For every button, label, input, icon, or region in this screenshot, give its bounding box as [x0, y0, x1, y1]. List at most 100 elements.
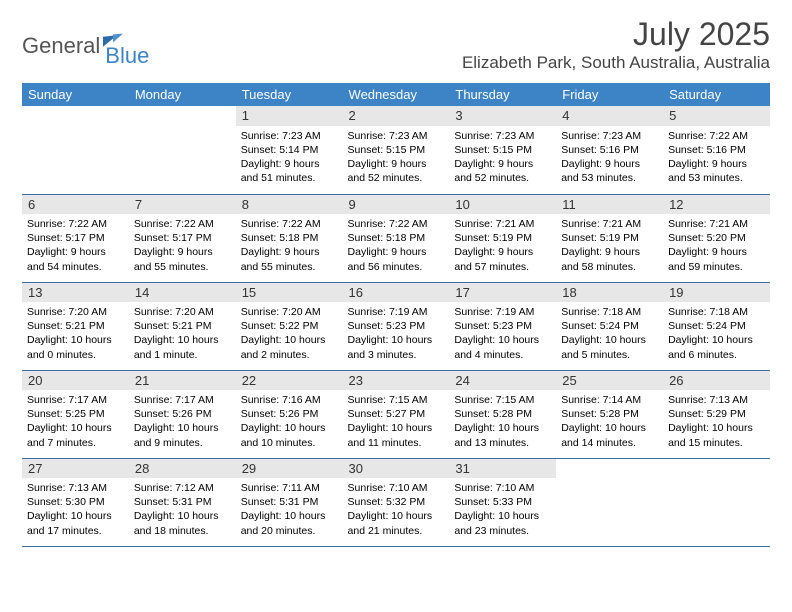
calendar-day-cell: 31Sunrise: 7:10 AMSunset: 5:33 PMDayligh…	[449, 458, 556, 546]
day-number: 26	[663, 371, 770, 391]
day-number: 20	[22, 371, 129, 391]
day-details: Sunrise: 7:19 AMSunset: 5:23 PMDaylight:…	[343, 302, 450, 365]
sunset-text: Sunset: 5:22 PM	[241, 319, 338, 333]
day-details: Sunrise: 7:23 AMSunset: 5:15 PMDaylight:…	[343, 126, 450, 189]
daylight-text: Daylight: 9 hours and 52 minutes.	[454, 157, 551, 185]
day-number: 6	[22, 195, 129, 215]
day-details: Sunrise: 7:22 AMSunset: 5:18 PMDaylight:…	[343, 214, 450, 277]
logo-text-blue: Blue	[105, 43, 149, 69]
sunset-text: Sunset: 5:31 PM	[241, 495, 338, 509]
sunrise-text: Sunrise: 7:18 AM	[561, 305, 658, 319]
calendar-day-cell	[22, 106, 129, 194]
calendar-body: 1Sunrise: 7:23 AMSunset: 5:14 PMDaylight…	[22, 106, 770, 546]
day-details: Sunrise: 7:22 AMSunset: 5:17 PMDaylight:…	[129, 214, 236, 277]
calendar-day-cell: 24Sunrise: 7:15 AMSunset: 5:28 PMDayligh…	[449, 370, 556, 458]
sunrise-text: Sunrise: 7:19 AM	[454, 305, 551, 319]
daylight-text: Daylight: 10 hours and 4 minutes.	[454, 333, 551, 361]
sunset-text: Sunset: 5:18 PM	[348, 231, 445, 245]
daylight-text: Daylight: 9 hours and 56 minutes.	[348, 245, 445, 273]
day-details: Sunrise: 7:15 AMSunset: 5:28 PMDaylight:…	[449, 390, 556, 453]
calendar-day-cell: 8Sunrise: 7:22 AMSunset: 5:18 PMDaylight…	[236, 194, 343, 282]
day-number: 31	[449, 459, 556, 479]
day-number: 3	[449, 106, 556, 126]
calendar-day-cell: 10Sunrise: 7:21 AMSunset: 5:19 PMDayligh…	[449, 194, 556, 282]
day-number: 27	[22, 459, 129, 479]
daylight-text: Daylight: 9 hours and 58 minutes.	[561, 245, 658, 273]
calendar-day-cell: 18 Sunrise: 7:18 AMSunset: 5:24 PMDayligh…	[556, 282, 663, 370]
day-details: Sunrise: 7:22 AMSunset: 5:18 PMDaylight:…	[236, 214, 343, 277]
day-details: Sunrise: 7:23 AMSunset: 5:16 PMDaylight:…	[556, 126, 663, 189]
calendar-week-row: 27Sunrise: 7:13 AMSunset: 5:30 PMDayligh…	[22, 458, 770, 546]
sunrise-text: Sunrise: 7:19 AM	[348, 305, 445, 319]
daylight-text: Daylight: 10 hours and 9 minutes.	[134, 421, 231, 449]
daylight-text: Daylight: 10 hours and 20 minutes.	[241, 509, 338, 537]
daylight-text: Daylight: 10 hours and 5 minutes.	[561, 333, 658, 361]
day-number: 15	[236, 283, 343, 303]
day-number: 29	[236, 459, 343, 479]
day-number: 7	[129, 195, 236, 215]
calendar-day-cell: 11Sunrise: 7:21 AMSunset: 5:19 PMDayligh…	[556, 194, 663, 282]
day-number: 14	[129, 283, 236, 303]
sunrise-text: Sunrise: 7:11 AM	[241, 481, 338, 495]
day-number: 5	[663, 106, 770, 126]
sunset-text: Sunset: 5:24 PM	[561, 319, 658, 333]
daylight-text: Daylight: 10 hours and 13 minutes.	[454, 421, 551, 449]
calendar-day-cell: 2Sunrise: 7:23 AMSunset: 5:15 PMDaylight…	[343, 106, 450, 194]
calendar-day-cell: 12Sunrise: 7:21 AMSunset: 5:20 PMDayligh…	[663, 194, 770, 282]
weekday-header: Wednesday	[343, 83, 450, 106]
day-details: Sunrise: 7:13 AMSunset: 5:30 PMDaylight:…	[22, 478, 129, 541]
calendar-day-cell: 1Sunrise: 7:23 AMSunset: 5:14 PMDaylight…	[236, 106, 343, 194]
sunset-text: Sunset: 5:29 PM	[668, 407, 765, 421]
weekday-header: Sunday	[22, 83, 129, 106]
calendar-day-cell: 14Sunrise: 7:20 AMSunset: 5:21 PMDayligh…	[129, 282, 236, 370]
calendar-day-cell: 15Sunrise: 7:20 AMSunset: 5:22 PMDayligh…	[236, 282, 343, 370]
calendar-day-cell: 28Sunrise: 7:12 AMSunset: 5:31 PMDayligh…	[129, 458, 236, 546]
day-details: Sunrise: 7:22 AMSunset: 5:16 PMDaylight:…	[663, 126, 770, 189]
day-number: 22	[236, 371, 343, 391]
sunset-text: Sunset: 5:15 PM	[348, 143, 445, 157]
day-number: 16	[343, 283, 450, 303]
day-number: 13	[22, 283, 129, 303]
day-details: Sunrise: 7:10 AMSunset: 5:32 PMDaylight:…	[343, 478, 450, 541]
daylight-text: Daylight: 10 hours and 21 minutes.	[348, 509, 445, 537]
sunset-text: Sunset: 5:32 PM	[348, 495, 445, 509]
day-details: Sunrise: 7:21 AMSunset: 5:19 PMDaylight:…	[556, 214, 663, 277]
daylight-text: Daylight: 10 hours and 2 minutes.	[241, 333, 338, 361]
sunrise-text: Sunrise: 7:20 AM	[241, 305, 338, 319]
day-number: 25	[556, 371, 663, 391]
day-details: Sunrise: 7:21 AMSunset: 5:19 PMDaylight:…	[449, 214, 556, 277]
day-number: 2	[343, 106, 450, 126]
calendar-day-cell: 27Sunrise: 7:13 AMSunset: 5:30 PMDayligh…	[22, 458, 129, 546]
sunset-text: Sunset: 5:26 PM	[241, 407, 338, 421]
sunrise-text: Sunrise: 7:20 AM	[134, 305, 231, 319]
calendar-day-cell: 21Sunrise: 7:17 AMSunset: 5:26 PMDayligh…	[129, 370, 236, 458]
daylight-text: Daylight: 10 hours and 11 minutes.	[348, 421, 445, 449]
day-details: Sunrise: 7:12 AMSunset: 5:31 PMDaylight:…	[129, 478, 236, 541]
daylight-text: Daylight: 9 hours and 57 minutes.	[454, 245, 551, 273]
day-details: Sunrise: 7:20 AMSunset: 5:22 PMDaylight:…	[236, 302, 343, 365]
day-details: Sunrise: 7:13 AMSunset: 5:29 PMDaylight:…	[663, 390, 770, 453]
calendar-day-cell	[663, 458, 770, 546]
sunset-text: Sunset: 5:28 PM	[454, 407, 551, 421]
sunrise-text: Sunrise: 7:12 AM	[134, 481, 231, 495]
sunrise-text: Sunrise: 7:22 AM	[241, 217, 338, 231]
calendar-table: Sunday Monday Tuesday Wednesday Thursday…	[22, 83, 770, 547]
sunset-text: Sunset: 5:19 PM	[454, 231, 551, 245]
weekday-header: Tuesday	[236, 83, 343, 106]
calendar-day-cell: 17Sunrise: 7:19 AMSunset: 5:23 PMDayligh…	[449, 282, 556, 370]
calendar-week-row: 13Sunrise: 7:20 AMSunset: 5:21 PMDayligh…	[22, 282, 770, 370]
day-number: 28	[129, 459, 236, 479]
sunset-text: Sunset: 5:28 PM	[561, 407, 658, 421]
day-details: Sunrise: 7:22 AMSunset: 5:17 PMDaylight:…	[22, 214, 129, 277]
sunrise-text: Sunrise: 7:22 AM	[668, 129, 765, 143]
sunrise-text: Sunrise: 7:17 AM	[134, 393, 231, 407]
daylight-text: Daylight: 10 hours and 15 minutes.	[668, 421, 765, 449]
daylight-text: Daylight: 10 hours and 23 minutes.	[454, 509, 551, 537]
sunset-text: Sunset: 5:17 PM	[134, 231, 231, 245]
calendar-week-row: 1Sunrise: 7:23 AMSunset: 5:14 PMDaylight…	[22, 106, 770, 194]
daylight-text: Daylight: 10 hours and 18 minutes.	[134, 509, 231, 537]
sunset-text: Sunset: 5:19 PM	[561, 231, 658, 245]
day-details: Sunrise: 7:19 AMSunset: 5:23 PMDaylight:…	[449, 302, 556, 365]
day-number: 18	[556, 283, 663, 303]
calendar-day-cell: 7Sunrise: 7:22 AMSunset: 5:17 PMDaylight…	[129, 194, 236, 282]
